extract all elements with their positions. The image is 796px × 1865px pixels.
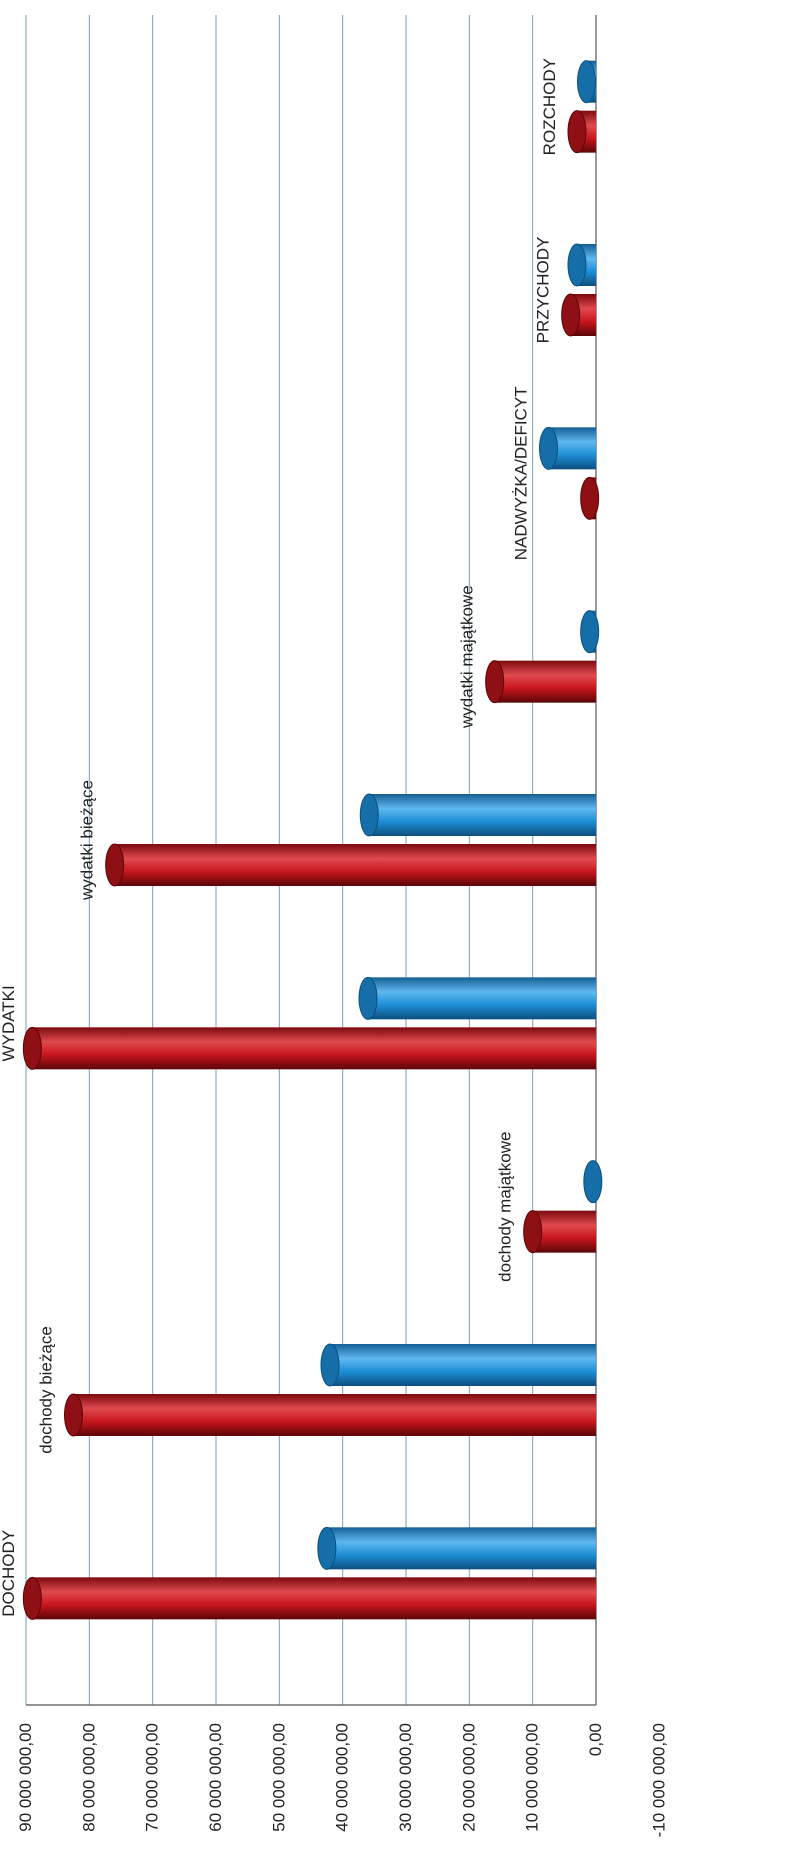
value-tick-label: 30 000 000,00 (396, 1723, 415, 1832)
category-label: dochody bieżące (37, 1326, 56, 1454)
bar-cap (561, 293, 581, 337)
bar-cap (583, 1160, 603, 1204)
bar-red (73, 1394, 596, 1436)
category-label: wydatki bieżące (78, 780, 97, 901)
value-axis: 0,00 10 000 000,00 20 000 000,00 30 000 000… (16, 1723, 668, 1837)
category-label: wydatki majątkowe (458, 585, 477, 729)
value-tick-label: 10 000 000,00 (523, 1723, 542, 1832)
bar-cap (577, 60, 596, 104)
bar-cap (523, 1210, 543, 1254)
bar-blue (368, 977, 596, 1020)
bar-red (32, 1577, 597, 1620)
bar-cap (539, 426, 558, 470)
bar-blue (330, 1344, 596, 1386)
value-tick-label: 90 000 000,00 (16, 1723, 35, 1832)
bar-cap (317, 1526, 337, 1570)
bar-cap (358, 976, 378, 1020)
bar-red (114, 844, 597, 886)
value-tick-label: 50 000 000,00 (269, 1723, 288, 1832)
bar-cap (567, 243, 587, 287)
value-tick-label: 80 000 000,00 (79, 1723, 98, 1832)
value-tick-label: 60 000 000,00 (206, 1723, 225, 1832)
bar-cap (22, 1576, 42, 1620)
bar-cap (22, 1026, 42, 1070)
bar-cap (567, 110, 587, 154)
bar-red (532, 1210, 597, 1253)
bar-cap (485, 660, 505, 704)
bar-cap (580, 610, 600, 654)
bar-cap (105, 843, 125, 887)
category-labels: DOCHODY dochody bieżące dochody majątkowe W… (0, 58, 559, 1617)
value-tick-label: 20 000 000,00 (459, 1723, 478, 1832)
category-label: WYDATKI (0, 985, 18, 1061)
plot-area (22, 15, 603, 1706)
bar-blue (326, 1527, 596, 1570)
bar-cap (64, 1393, 83, 1437)
category-label: DOCHODY (0, 1530, 18, 1617)
bar-blue (369, 794, 596, 836)
category-label: ROZCHODY (540, 58, 559, 155)
bar-red (32, 1027, 597, 1070)
value-tick-label: 40 000 000,00 (333, 1723, 352, 1832)
bar-blue (548, 427, 596, 470)
bar-cap (359, 793, 379, 837)
category-label: NADWYŻKA/DEFICYT (512, 386, 531, 560)
bar-cap (320, 1343, 340, 1387)
category-label: PRZYCHODY (534, 237, 553, 344)
value-tick-label: 0,00 (586, 1723, 605, 1756)
bar-cap (580, 476, 600, 520)
bar-red (494, 660, 596, 703)
category-label: dochody majątkowe (496, 1132, 515, 1282)
value-tick-label: 70 000 000,00 (143, 1723, 162, 1832)
value-tick-label-partial: -10 000 000,00 (649, 1723, 668, 1837)
